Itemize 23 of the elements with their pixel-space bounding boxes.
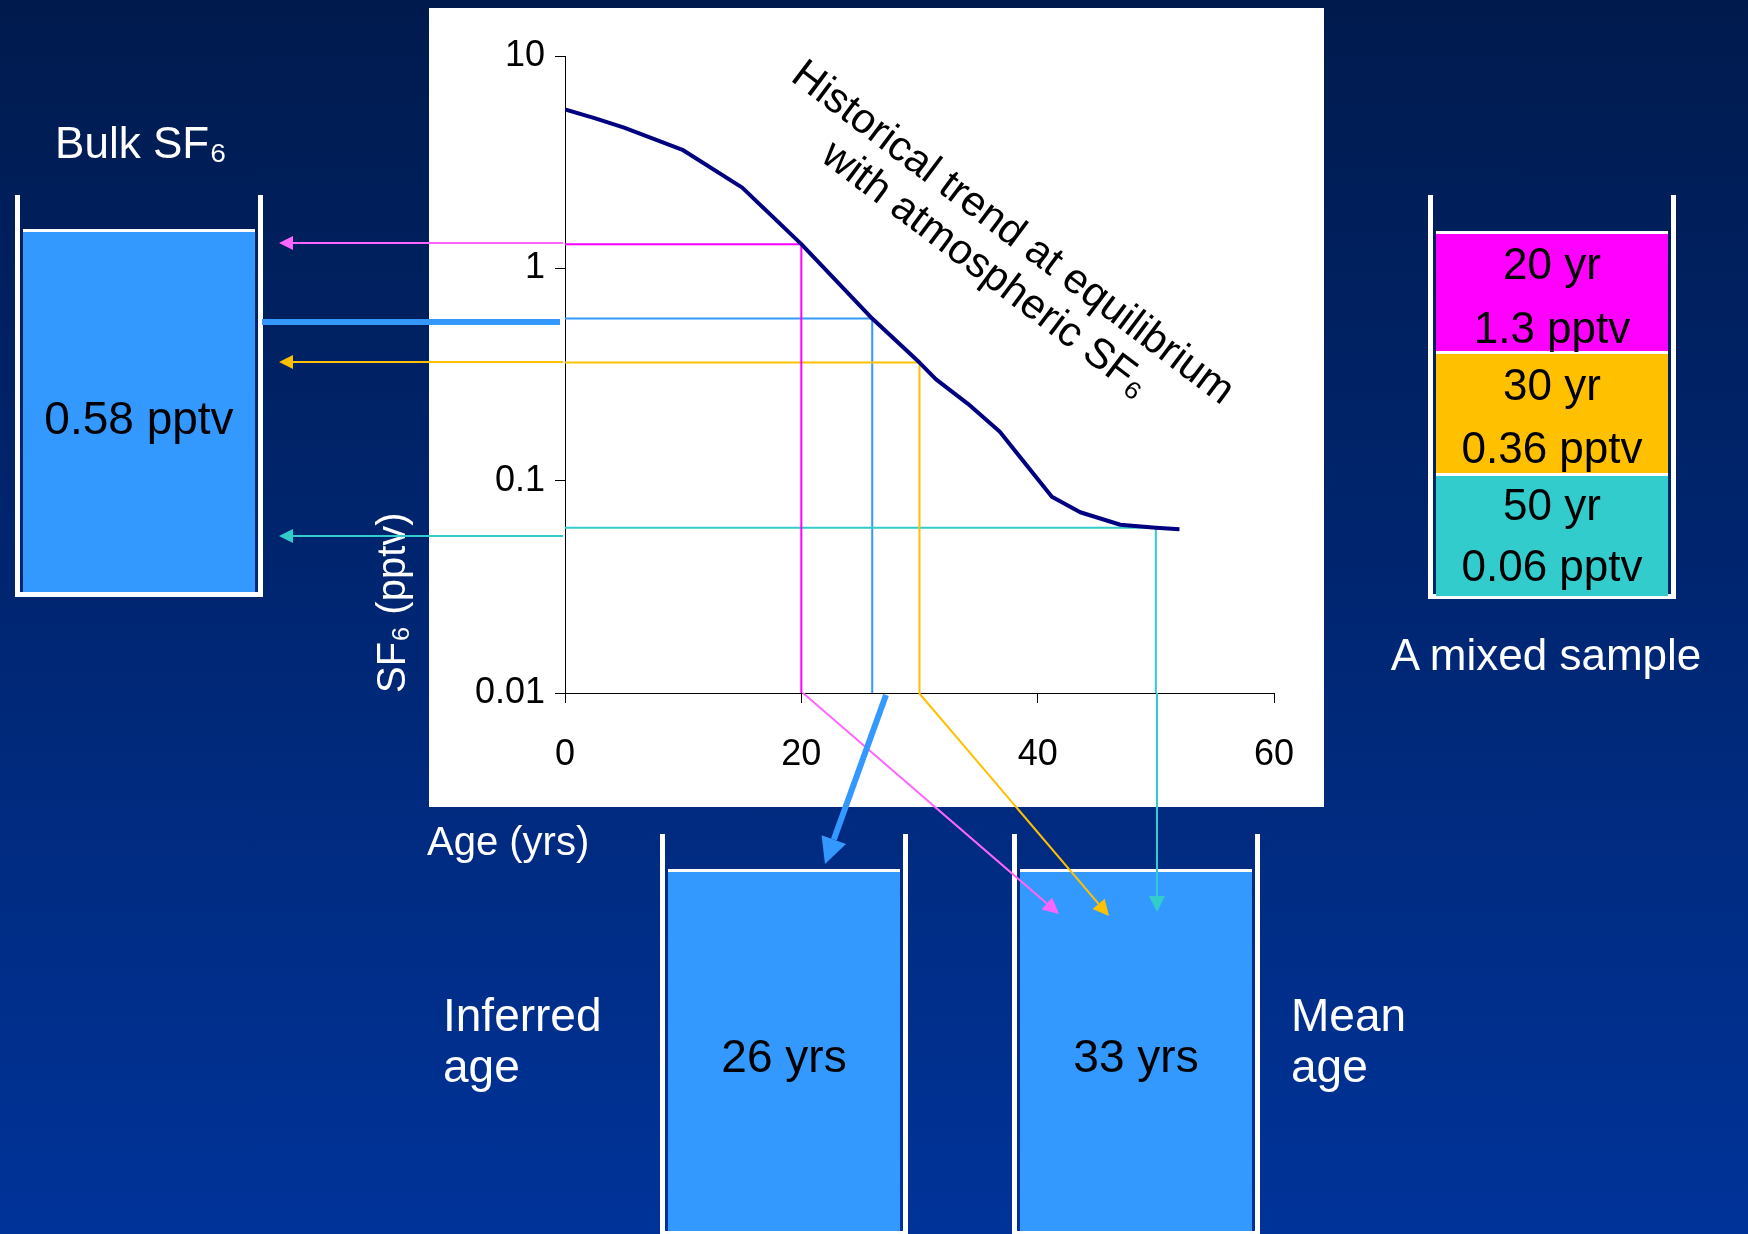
text: Mean age (1291, 989, 1408, 1092)
text: A mixed sample (1390, 629, 1702, 680)
text: 1.3 pptv (1473, 302, 1631, 353)
text: 26 yrs (721, 1029, 847, 1082)
text: 0.06 pptv (1461, 540, 1643, 591)
text: 50 yr (1503, 479, 1601, 530)
y-axis-title: SF₆ (pptv) (369, 512, 414, 693)
x-tick-label: 0 (554, 731, 576, 773)
text: 0.58 pptv (44, 391, 234, 444)
y-tick-label: 0.01 (474, 669, 545, 711)
x-tick-label: 20 (781, 731, 822, 773)
x-tick-label: 40 (1017, 731, 1058, 773)
text: Inferred age (443, 989, 603, 1092)
text: 30 yr (1503, 359, 1601, 410)
y-tick-label: 1 (524, 245, 545, 287)
y-tick-label: 0.1 (494, 457, 545, 499)
text: 0.36 pptv (1461, 422, 1643, 473)
x-axis-title: Age (yrs) (427, 819, 590, 864)
y-tick-label: 10 (504, 32, 545, 74)
text: 33 yrs (1073, 1029, 1199, 1082)
text: 20 yr (1503, 238, 1601, 289)
x-tick-label: 60 (1253, 731, 1295, 773)
text: Bulk SF₆ (55, 117, 227, 168)
